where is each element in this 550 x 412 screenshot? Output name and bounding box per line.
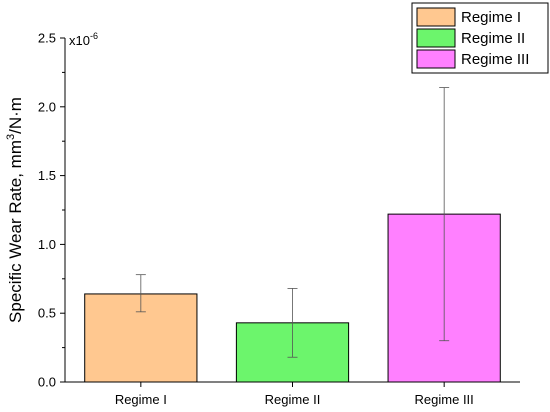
legend-swatch [416, 49, 456, 69]
error-bar-regime-iii [439, 87, 450, 342]
y-tick-label: 0.5 [38, 306, 56, 321]
y-tick-label: 1.0 [38, 237, 56, 252]
y-tick-label: 0.0 [38, 375, 56, 390]
x-tick-label: Regime I [115, 392, 167, 407]
legend-label: Regime III [461, 51, 529, 68]
y-tick-label: 2.0 [38, 99, 56, 114]
x-ticks: Regime I Regime II Regime III [115, 382, 474, 407]
x-tick-label: Regime II [265, 392, 321, 407]
error-bar-regime-ii [287, 288, 298, 358]
y-axis-title: Specific Wear Rate, mm3/N·m [5, 97, 25, 323]
legend-label: Regime II [461, 30, 525, 47]
error-bars-group [135, 87, 450, 358]
y-tick-label: 2.5 [38, 31, 56, 46]
y-ticks: 0.0 0.5 1.0 1.5 2.0 2.5 [38, 31, 65, 390]
legend-swatch [416, 28, 456, 48]
y-multiplier-label: x10-6 [69, 31, 98, 48]
legend: Regime I Regime II Regime III [411, 2, 549, 74]
x-tick-label: Regime III [415, 392, 474, 407]
error-bar-regime-i [135, 274, 146, 313]
legend-swatch [416, 7, 456, 27]
y-tick-label: 1.5 [38, 168, 56, 183]
legend-label: Regime I [461, 9, 521, 26]
